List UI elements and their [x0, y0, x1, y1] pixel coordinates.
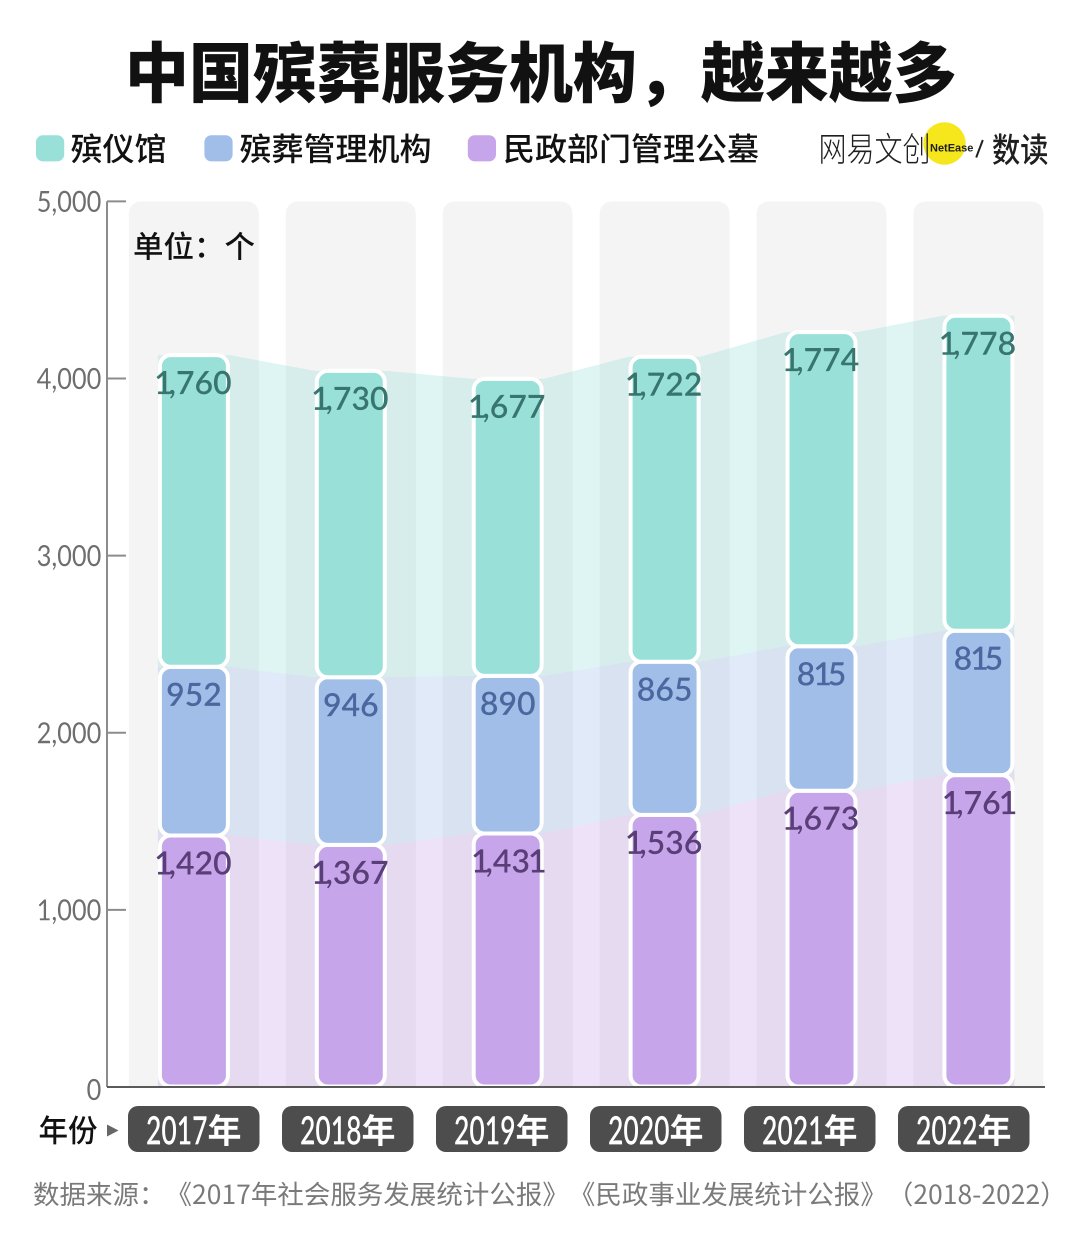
svg-text:NetEase: NetEase: [930, 143, 973, 155]
